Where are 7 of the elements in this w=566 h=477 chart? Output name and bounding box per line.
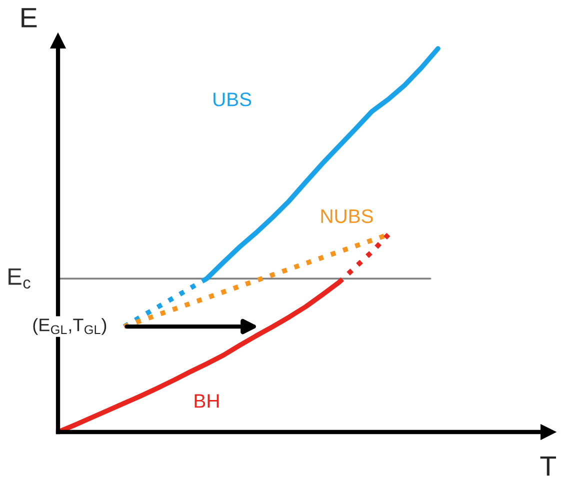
ref-line-label: E$_{c}$ <box>8 268 30 289</box>
y-axis-title: E <box>22 8 37 28</box>
x-axis-title: T <box>540 456 556 476</box>
text: UBS <box>214 92 252 106</box>
series-label: NUBS <box>321 209 373 224</box>
series-label: BH <box>194 394 219 408</box>
annotation: (E$_{GL}$,T$_{GL}$) <box>33 318 106 335</box>
